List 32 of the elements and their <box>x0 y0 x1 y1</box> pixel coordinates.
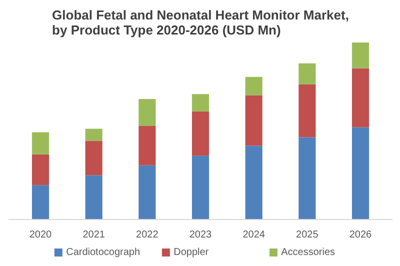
bar <box>352 42 370 68</box>
legend-label: Doppler <box>174 247 210 258</box>
x-tick-label: 2021 <box>82 230 106 240</box>
x-tick-label: 2022 <box>136 230 159 240</box>
bar <box>138 126 156 166</box>
bar <box>298 137 316 220</box>
bar <box>298 84 316 138</box>
bar <box>298 63 316 84</box>
bar <box>352 68 370 128</box>
bar <box>138 165 156 220</box>
bar <box>192 94 210 112</box>
x-tick-label: 2026 <box>349 230 372 240</box>
bar <box>352 127 370 220</box>
bar <box>32 185 50 220</box>
bar <box>85 175 102 220</box>
x-tick-label: 2020 <box>29 230 52 240</box>
bar <box>245 76 262 96</box>
bar <box>32 132 50 154</box>
chart-title: Global Fetal and Neonatal Heart Monitor Market, by Product Type 2020-2026 (USD Mn) <box>52 8 349 38</box>
bar <box>192 156 210 220</box>
legend-label: Cardiotocograph <box>66 247 140 258</box>
bar <box>245 146 262 220</box>
x-tick-label: 2025 <box>296 230 319 240</box>
bar <box>245 95 262 146</box>
bar <box>32 154 50 186</box>
bar <box>138 98 156 126</box>
x-tick-label: 2023 <box>189 230 212 240</box>
x-tick-label: 2024 <box>242 230 266 240</box>
bar <box>85 140 102 176</box>
bar <box>192 111 210 156</box>
bar <box>85 128 102 141</box>
legend-label: Accessories <box>281 247 336 258</box>
